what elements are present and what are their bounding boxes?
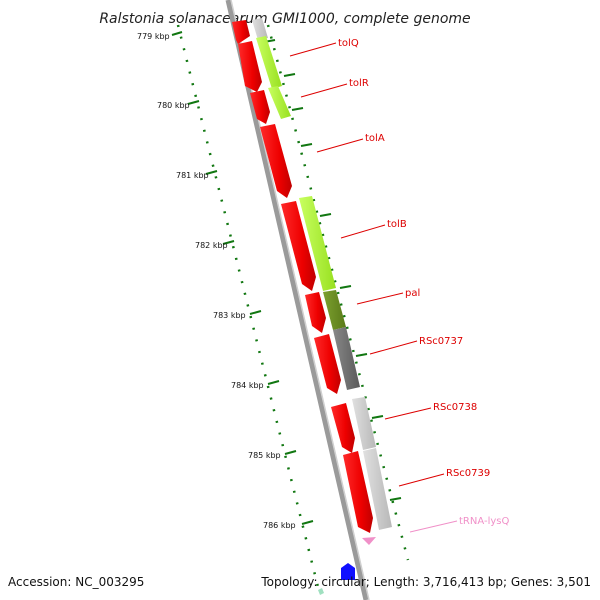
cog-segment-tolB bbox=[299, 196, 336, 291]
gene-label-RSc0739[interactable]: RSc0739 bbox=[446, 468, 490, 479]
outer-tick-ring bbox=[176, 24, 322, 596]
scale-label-782: 782 kbp bbox=[195, 241, 228, 250]
gene-labels: tolQ tolR tolA tolB pal RSc0737 RSc0738 … bbox=[338, 38, 509, 527]
accession-text: Accession: NC_003295 bbox=[8, 575, 144, 589]
gene-label-tRNA-lysQ[interactable]: tRNA-lysQ bbox=[459, 516, 509, 527]
cds-features bbox=[232, 20, 373, 533]
gene-label-RSc0738[interactable]: RSc0738 bbox=[433, 402, 477, 413]
scale-label-779: 779 kbp bbox=[137, 32, 170, 41]
topology-text: Topology: circular; Length: 3,716,413 bp… bbox=[260, 575, 591, 589]
cds-arrow-tolA bbox=[260, 124, 292, 198]
cog-segment-RSc0737 bbox=[333, 327, 360, 390]
cog-segment-tolQ bbox=[256, 36, 282, 89]
label-leader-lines bbox=[289, 42, 458, 533]
scale-label-784: 784 kbp bbox=[231, 381, 264, 390]
cog-segment-RSc0739 bbox=[363, 448, 392, 530]
scale-labels: 779 kbp 780 kbp 781 kbp 782 kbp 783 kbp … bbox=[137, 32, 296, 530]
scale-label-785: 785 kbp bbox=[248, 451, 281, 460]
genome-backbone bbox=[225, 0, 370, 600]
trna-feature bbox=[362, 537, 376, 545]
cog-segment-RSc0738 bbox=[352, 397, 376, 450]
scale-label-783: 783 kbp bbox=[213, 311, 246, 320]
cog-segment-top bbox=[252, 18, 268, 40]
gene-label-RSc0737[interactable]: RSc0737 bbox=[419, 336, 463, 347]
gene-label-tolQ[interactable]: tolQ bbox=[338, 38, 359, 49]
scale-label-781: 781 kbp bbox=[176, 171, 209, 180]
cog-segment-pal bbox=[323, 290, 346, 330]
cds-arrow-tolR bbox=[250, 90, 270, 124]
cds-arrow-tolB bbox=[281, 201, 316, 291]
cds-arrow-pal bbox=[305, 292, 326, 333]
major-ticks-inner bbox=[263, 39, 402, 501]
scale-label-786: 786 kbp bbox=[263, 521, 296, 530]
cds-arrow-RSc0739 bbox=[343, 451, 373, 533]
inner-tick-ring bbox=[266, 24, 410, 561]
gene-label-tolB[interactable]: tolB bbox=[387, 219, 407, 230]
cds-arrow-RSc0738 bbox=[331, 403, 355, 453]
position-marker-tip bbox=[318, 588, 324, 595]
cds-arrow-tolQ bbox=[238, 41, 262, 92]
major-ticks-outer bbox=[171, 31, 314, 525]
scale-label-780: 780 kbp bbox=[157, 101, 190, 110]
gene-label-tolA[interactable]: tolA bbox=[365, 133, 385, 144]
cds-arrow-top bbox=[232, 20, 250, 44]
map-title: Ralstonia solanacearum GMI1000, complete… bbox=[99, 11, 470, 27]
position-marker bbox=[341, 563, 355, 580]
gene-label-pal[interactable]: pal bbox=[405, 288, 420, 299]
cog-segments bbox=[256, 36, 392, 530]
gene-label-tolR[interactable]: tolR bbox=[349, 78, 369, 89]
cds-arrow-RSc0737 bbox=[314, 334, 341, 394]
cog-segment-tolR bbox=[268, 86, 291, 119]
